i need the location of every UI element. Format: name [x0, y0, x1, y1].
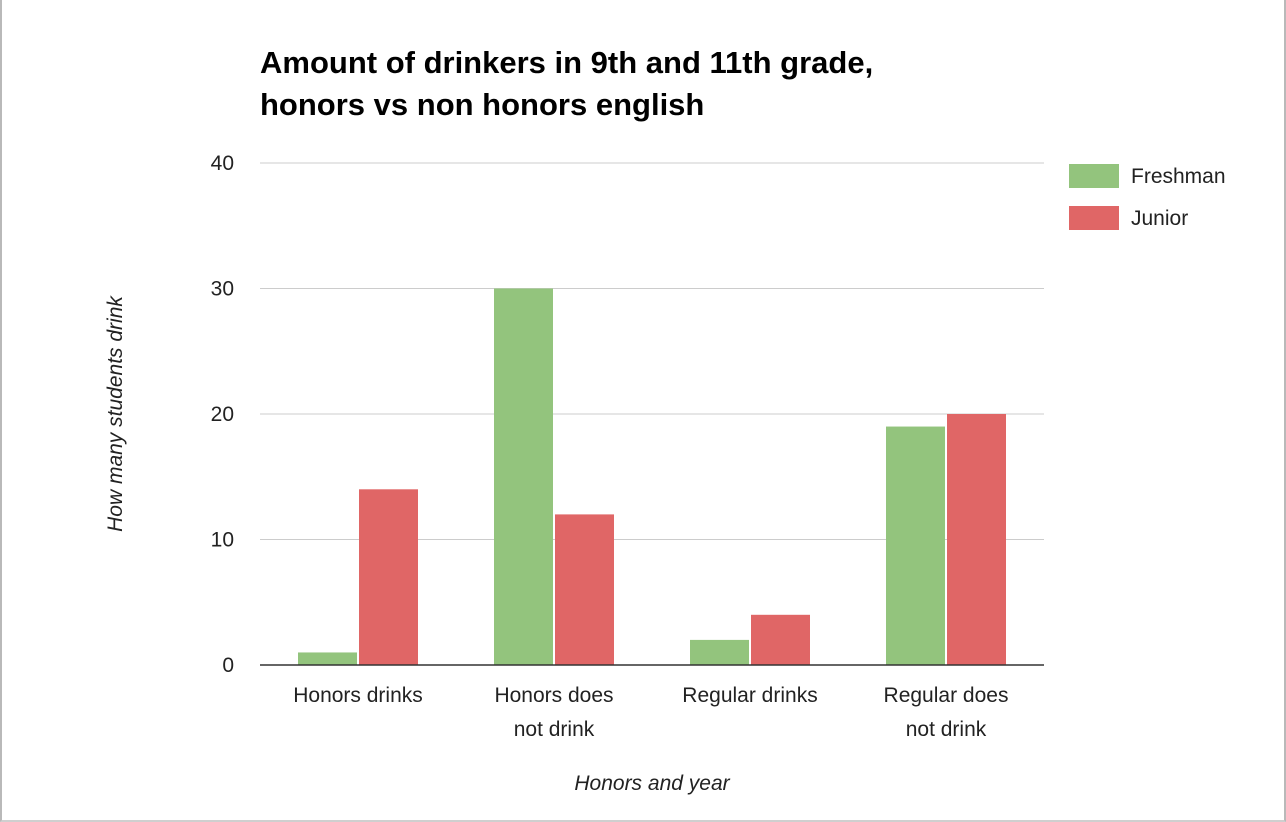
- x-category-label: Regular drinks: [682, 684, 817, 707]
- y-tick-label: 10: [211, 529, 234, 552]
- x-category-label: Honors does: [494, 684, 613, 707]
- chart-title: Amount of drinkers in 9th and 11th grade…: [260, 45, 873, 122]
- y-axis-title: How many students drink: [104, 295, 127, 532]
- bar-junior-2: [751, 614, 810, 665]
- y-axis-ticks: 0 10 20 30 40: [211, 152, 234, 677]
- y-tick-label: 20: [211, 403, 234, 426]
- y-tick-label: 0: [222, 654, 234, 677]
- legend-swatch-junior: [1069, 206, 1119, 230]
- legend-label-freshman: Freshman: [1131, 165, 1226, 188]
- x-axis-categories: Honors drinks Honors does not drink Regular…: [293, 684, 1008, 741]
- chart-title-line: Amount of drinkers in 9th and 11th grade…: [260, 45, 873, 80]
- y-tick-label: 30: [211, 278, 234, 301]
- y-tick-label: 40: [211, 152, 234, 175]
- x-category-label: not drink: [514, 718, 595, 741]
- bar-junior-3: [947, 414, 1006, 665]
- x-category-label: not drink: [906, 718, 987, 741]
- bar-freshman-2: [690, 639, 749, 665]
- bar-junior-1: [555, 514, 614, 665]
- chart-title-line: honors vs non honors english: [260, 87, 704, 122]
- bar-freshman-3: [886, 426, 945, 665]
- bar-junior-0: [359, 489, 418, 665]
- x-category-label: Regular does: [884, 684, 1009, 707]
- bar-freshman-0: [298, 652, 357, 665]
- x-axis-title: Honors and year: [574, 772, 730, 795]
- legend: Freshman Junior: [1069, 164, 1226, 230]
- legend-label-junior: Junior: [1131, 207, 1188, 230]
- x-category-label: Honors drinks: [293, 684, 423, 707]
- legend-swatch-freshman: [1069, 164, 1119, 188]
- bar-freshman-1: [494, 288, 553, 665]
- bars: [298, 288, 1006, 665]
